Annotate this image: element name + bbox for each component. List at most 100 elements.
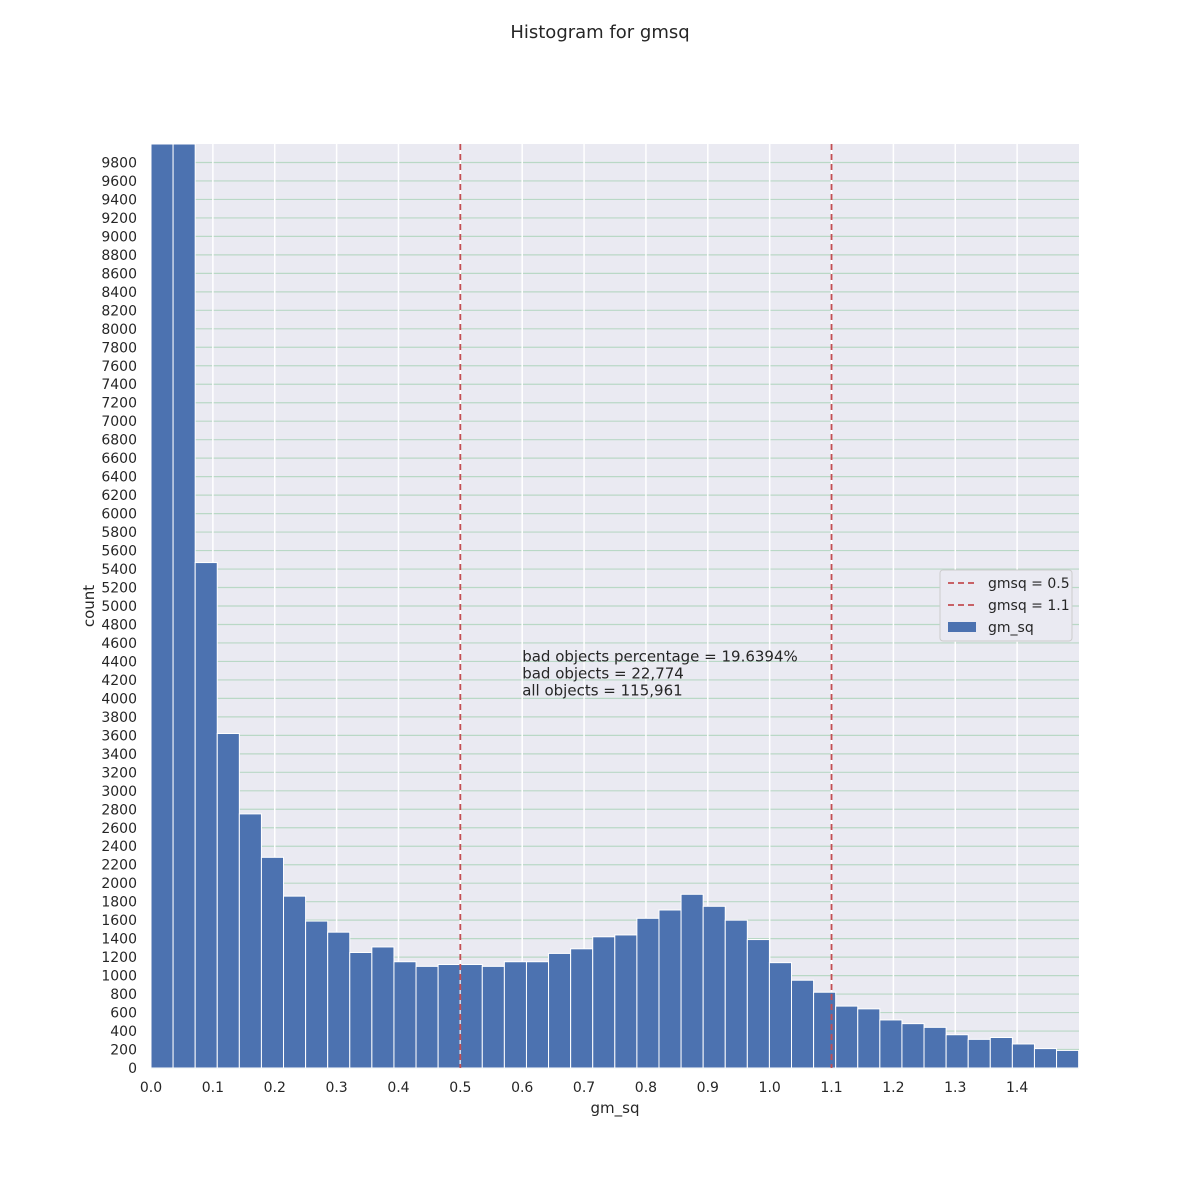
bars: [150, 143, 1080, 1069]
y-tick-label: 8800: [101, 248, 137, 264]
histogram-bar: [393, 961, 417, 1069]
y-tick-label: 6400: [101, 470, 137, 486]
y-tick-label: 800: [110, 987, 137, 1003]
histogram-bar: [658, 909, 682, 1069]
histogram-bar: [1056, 1049, 1080, 1069]
legend: gmsq = 0.5 gmsq = 1.1 gm_sq: [939, 569, 1073, 642]
y-tick-label: 6200: [101, 488, 137, 504]
y-tick-label: 4400: [101, 654, 137, 670]
y-tick-label: 9200: [101, 211, 137, 227]
y-tick-label: 0: [128, 1061, 137, 1077]
y-tick-label: 400: [110, 1024, 137, 1040]
histogram-bar: [835, 1005, 859, 1069]
histogram-bar: [879, 1019, 903, 1069]
y-tick-label: 7000: [101, 414, 137, 430]
y-axis-ticks: 0 200 400 600 800 1000 1200 1400 1600 1800 2000 220…: [101, 155, 137, 1077]
x-tick-label: 0.5: [449, 1080, 471, 1096]
y-tick-label: 1200: [101, 950, 137, 966]
histogram-bar: [481, 965, 505, 1069]
y-tick-label: 8200: [101, 303, 137, 319]
y-tick-label: 3400: [101, 747, 137, 763]
x-tick-label: 0.7: [573, 1080, 595, 1096]
x-tick-label: 0.6: [511, 1080, 533, 1096]
y-tick-label: 6600: [101, 451, 137, 467]
histogram-bar: [437, 964, 461, 1069]
y-tick-label: 7800: [101, 340, 137, 356]
histogram-bar: [592, 936, 616, 1069]
y-tick-label: 5400: [101, 562, 137, 578]
histogram-bar: [459, 964, 483, 1069]
legend-bar-swatch: [948, 622, 976, 632]
x-tick-label: 0.9: [697, 1080, 719, 1096]
reference-lines: [459, 144, 833, 1068]
histogram-bar: [614, 934, 638, 1069]
histogram-bar: [967, 1038, 991, 1069]
histogram-bar: [570, 948, 594, 1069]
y-tick-label: 1000: [101, 969, 137, 985]
y-tick-label: 3200: [101, 765, 137, 781]
y-tick-label: 2800: [101, 802, 137, 818]
histogram-bar: [150, 143, 174, 1069]
histogram-bar: [283, 895, 307, 1069]
histogram-bar: [305, 920, 329, 1069]
x-axis-label: gm_sq: [591, 1099, 640, 1118]
histogram-bar: [194, 562, 218, 1069]
histogram-bar: [1033, 1048, 1058, 1069]
y-tick-label: 7400: [101, 377, 137, 393]
y-tick-label: 6800: [101, 433, 137, 449]
x-tick-label: 1.0: [759, 1080, 781, 1096]
histogram-bar: [548, 952, 572, 1069]
x-tick-label: 1.2: [882, 1080, 904, 1096]
histogram-bar: [172, 143, 196, 1069]
y-tick-label: 5800: [101, 525, 137, 541]
y-tick-label: 1400: [101, 932, 137, 948]
y-tick-label: 3000: [101, 784, 137, 800]
y-tick-label: 7200: [101, 396, 137, 412]
x-tick-label: 0.0: [140, 1080, 162, 1096]
x-tick-label: 1.3: [944, 1080, 966, 1096]
histogram-bar: [724, 919, 748, 1069]
legend-label: gm_sq: [988, 620, 1034, 636]
histogram-bar: [349, 952, 373, 1069]
y-tick-label: 1800: [101, 895, 137, 911]
histogram-bar: [768, 962, 793, 1069]
stats-annotation: bad objects percentage = 19.6394%bad obj…: [522, 647, 798, 699]
y-tick-label: 2000: [101, 876, 137, 892]
y-tick-label: 6000: [101, 507, 137, 523]
annotation-line: bad objects percentage = 19.6394%: [522, 647, 798, 665]
x-tick-label: 1.4: [1006, 1080, 1028, 1096]
y-tick-label: 5200: [101, 581, 137, 597]
y-tick-label: 7600: [101, 359, 137, 375]
histogram-bar: [260, 856, 285, 1069]
y-tick-label: 8000: [101, 322, 137, 338]
legend-label: gmsq = 1.1: [988, 598, 1070, 614]
x-tick-label: 0.8: [635, 1080, 657, 1096]
x-tick-label: 1.1: [820, 1080, 842, 1096]
histogram-bar: [327, 931, 351, 1069]
y-tick-label: 8400: [101, 285, 137, 301]
histogram-bar: [989, 1037, 1013, 1069]
histogram-bar: [945, 1034, 969, 1069]
histogram-bar: [680, 893, 704, 1069]
histogram-bar: [702, 905, 726, 1069]
annotation-line: all objects = 115,961: [522, 681, 682, 699]
y-tick-label: 1600: [101, 913, 137, 929]
x-axis-ticks: 0.0 0.1 0.2 0.3 0.4 0.5 0.6 0.7 0.8 0.9 1.0 1.1 1.2 1…: [140, 1080, 1028, 1096]
chart-title: Histogram for gmsq: [510, 22, 689, 43]
y-tick-label: 5000: [101, 599, 137, 615]
histogram-bar: [746, 939, 770, 1069]
histogram-bar: [238, 813, 262, 1069]
y-tick-label: 200: [110, 1043, 137, 1059]
y-tick-label: 8600: [101, 266, 137, 282]
y-tick-label: 600: [110, 1006, 137, 1022]
x-tick-label: 0.4: [387, 1080, 409, 1096]
y-tick-label: 2600: [101, 821, 137, 837]
y-tick-label: 9600: [101, 174, 137, 190]
x-tick-label: 0.3: [325, 1080, 347, 1096]
y-tick-label: 4800: [101, 617, 137, 633]
y-tick-label: 9400: [101, 192, 137, 208]
y-tick-label: 4000: [101, 691, 137, 707]
histogram-bar: [525, 961, 550, 1069]
y-axis-label: count: [80, 585, 98, 627]
